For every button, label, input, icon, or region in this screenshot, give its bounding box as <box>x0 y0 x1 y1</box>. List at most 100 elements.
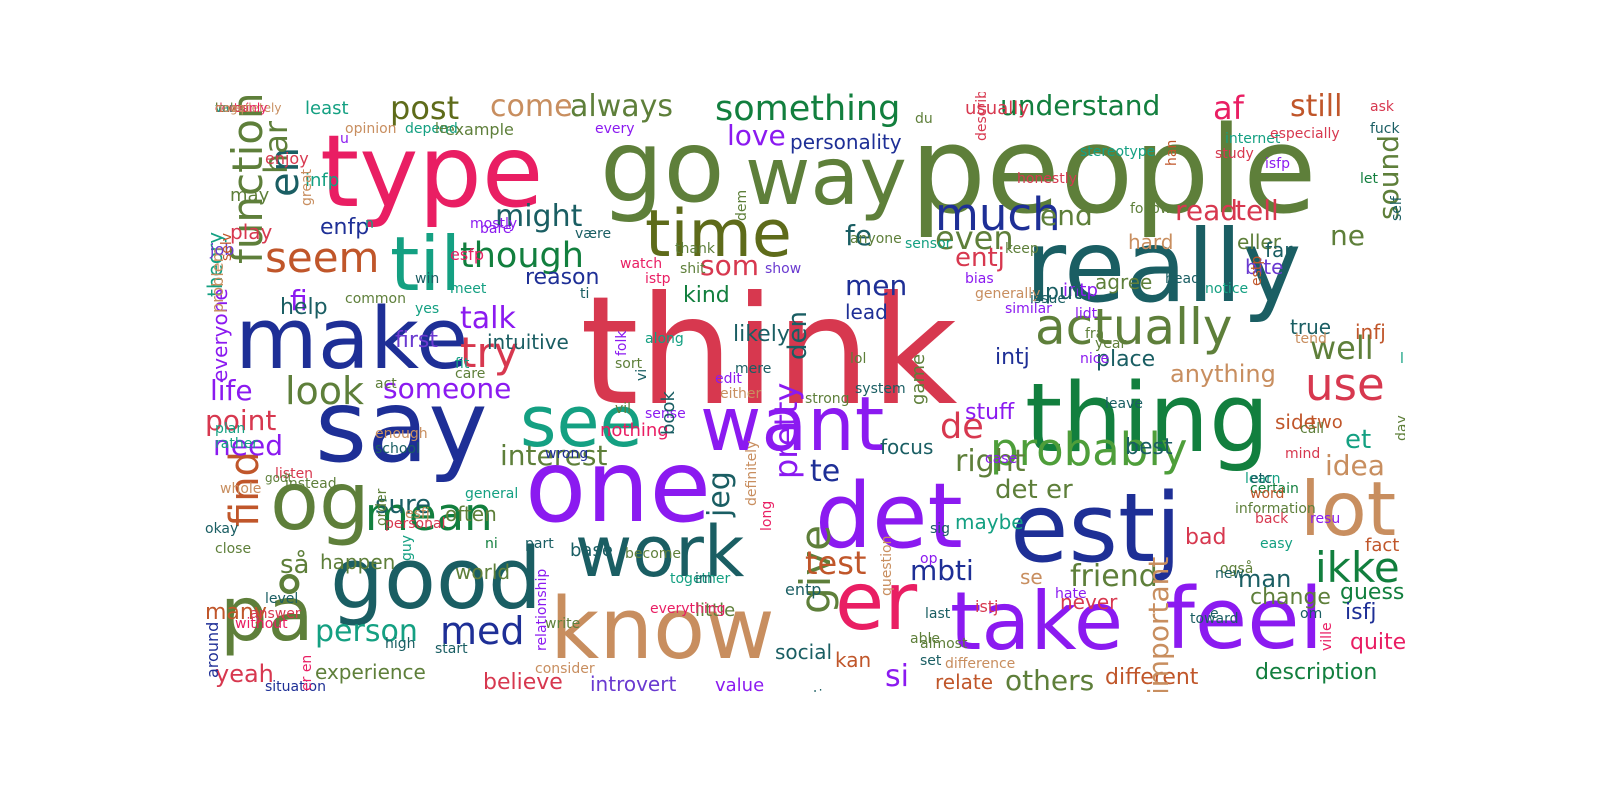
word-good: good <box>330 530 542 629</box>
word-deres: deres <box>215 101 249 115</box>
word-im: im <box>695 571 713 587</box>
word-something: something <box>715 92 901 129</box>
word-eller: eller <box>1237 230 1281 254</box>
word-little: little <box>695 600 736 621</box>
word-bite: bite <box>1245 255 1284 279</box>
word-way: way <box>745 130 907 223</box>
word-different: different <box>1105 665 1199 690</box>
word-sa: så <box>280 550 310 580</box>
word-et: et <box>1345 425 1372 455</box>
word-fe: fe <box>845 219 873 252</box>
word-many: many <box>205 600 267 625</box>
word-level: level <box>265 591 299 607</box>
word-hard: hard <box>1128 230 1174 254</box>
word-interest: interest <box>500 439 608 472</box>
word-focus: focus <box>880 435 934 459</box>
word-intj: intj <box>995 345 1030 370</box>
word-v-re: være <box>575 226 612 242</box>
word-listen: listen <box>275 466 314 482</box>
word-seem: seem <box>265 233 380 282</box>
word-opinion: opinion <box>345 121 397 137</box>
word-mere: mere <box>735 361 772 377</box>
word-person: person <box>315 614 418 649</box>
word-vil: vil <box>615 401 632 417</box>
word-time: time <box>645 197 792 272</box>
word-stereotype: stereotype <box>1080 144 1156 160</box>
word-intuitive: intuitive <box>487 330 569 354</box>
word-come: come <box>490 92 573 124</box>
word-say: say <box>315 368 488 485</box>
word-esfj: esfj <box>405 506 430 522</box>
word-certainly: certainly <box>215 101 268 115</box>
word-le: le <box>435 121 448 137</box>
word-play: play <box>230 220 273 244</box>
word-much: much <box>935 188 1061 241</box>
word-make: make <box>235 290 469 389</box>
word-around: around <box>205 621 222 678</box>
word-long: long <box>759 500 775 531</box>
word-probably: probably <box>990 423 1188 476</box>
word-guess: guess <box>1340 580 1405 605</box>
word-whole: whole <box>220 481 262 497</box>
word-de: de <box>940 407 984 447</box>
word-edit: edit <box>715 371 742 387</box>
word-always: always <box>570 92 674 124</box>
word-case: case <box>985 451 1018 467</box>
word-om: om <box>1300 606 1323 622</box>
word-become: become <box>625 546 682 562</box>
word-everything: everything <box>650 601 726 617</box>
word-yes: yes <box>415 301 440 317</box>
word-lead: lead <box>845 300 888 324</box>
word-go: go <box>600 108 725 225</box>
word-fi: fi <box>290 284 308 317</box>
word-watch: watch <box>620 256 663 272</box>
word-every: every <box>595 121 635 137</box>
word-personal: personal <box>385 516 446 532</box>
word-use: use <box>1305 358 1385 411</box>
word-n: n <box>365 216 374 232</box>
word-system: system <box>855 381 906 397</box>
word-general: general <box>465 486 519 502</box>
word-self: self <box>1389 196 1405 221</box>
word-love: love <box>727 119 786 152</box>
word-tend: tend <box>1295 331 1327 347</box>
word-honestly: honestly <box>1017 171 1077 187</box>
word-u: u <box>340 131 349 147</box>
word-description: description <box>1255 660 1378 685</box>
word-completely: completely <box>215 101 282 115</box>
word-think: think <box>580 265 958 439</box>
word-put: put <box>1045 280 1082 305</box>
word-som: som <box>700 249 759 282</box>
word-call: call <box>1300 421 1325 437</box>
word-ti: ti <box>580 286 590 302</box>
word-isfp: isfp <box>1265 156 1290 172</box>
word-te: te <box>810 454 841 489</box>
word-show: show <box>765 261 802 277</box>
word-intp: intp <box>1063 280 1098 301</box>
word-infj: infj <box>1355 320 1386 344</box>
word-still: still <box>1290 92 1343 124</box>
word-op: op <box>920 551 938 567</box>
word-sure: sure <box>375 490 432 520</box>
word-help: help <box>280 295 328 320</box>
word-might: might <box>495 199 583 234</box>
word-year: year <box>1095 336 1127 352</box>
word-fra: fra <box>1085 326 1105 342</box>
word-far: far <box>1265 238 1293 262</box>
word-someone: someone <box>383 372 512 405</box>
word-really: really <box>1025 208 1302 325</box>
word-believe: believe <box>483 670 563 693</box>
word-common: common <box>345 291 406 307</box>
word-jeg: jeg <box>702 471 737 517</box>
word-two: two <box>1310 412 1343 433</box>
word-er: er <box>835 555 918 648</box>
word-mean: mean <box>365 488 493 541</box>
word-anything: anything <box>1170 360 1276 388</box>
word-difference: difference <box>945 656 1016 672</box>
word-godt: godt <box>265 471 293 485</box>
word-strong: strong <box>805 391 850 407</box>
word-men: men <box>845 269 908 302</box>
word-stuff: stuff <box>965 400 1015 425</box>
word-lol: lol <box>850 351 867 367</box>
word-start: start <box>435 641 468 657</box>
